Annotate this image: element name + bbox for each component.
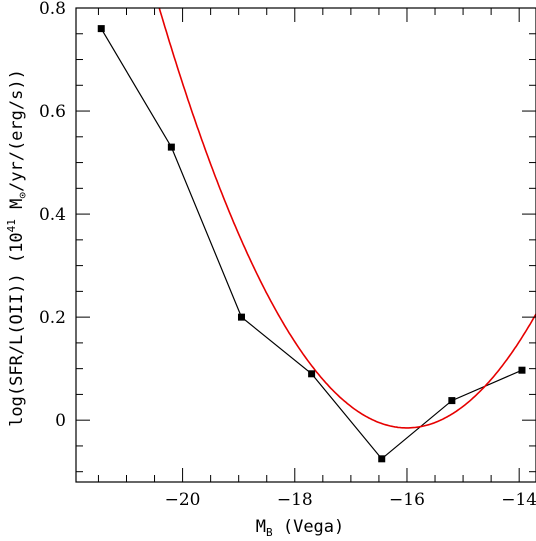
- y-tick-label: 0.8: [39, 0, 66, 19]
- y-tick-label: 0.2: [39, 308, 66, 328]
- data-point: [378, 455, 386, 463]
- y-tick-label: 0.4: [39, 205, 66, 225]
- axis-ticks: −20 −18 −16 −14 0 0.2 0.4 0.6 0.8: [39, 0, 536, 510]
- data-point: [448, 397, 456, 405]
- data-point: [167, 143, 175, 151]
- plot-data: [97, 8, 536, 463]
- data-point: [97, 25, 105, 33]
- plot-frame: [75, 7, 536, 483]
- x-tick-label: −14: [501, 490, 536, 510]
- data-point: [518, 366, 526, 374]
- x-tick-label: −18: [277, 490, 313, 510]
- y-axis-label: log(SFR/L(OII)) (1041 M⊙/yr/(erg/s)): [5, 69, 29, 427]
- y-tick-label: 0.6: [39, 102, 66, 122]
- y-tick-label: 0: [55, 411, 66, 431]
- x-tick-label: −16: [389, 490, 425, 510]
- data-point: [237, 313, 245, 321]
- data-point: [308, 370, 316, 378]
- x-tick-label: −20: [165, 490, 201, 510]
- x-axis-label: MB (Vega): [256, 517, 345, 539]
- fit-curve: [158, 8, 536, 429]
